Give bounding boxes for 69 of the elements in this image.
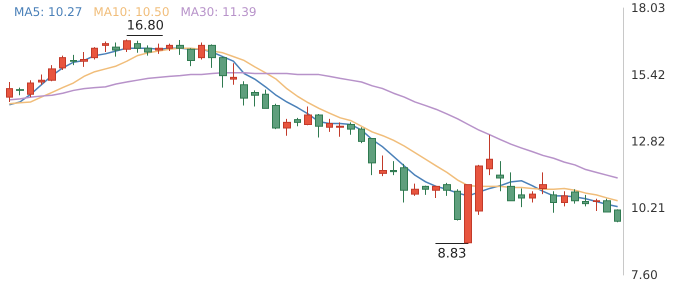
line-series xyxy=(8,72,618,179)
candlestick xyxy=(347,122,355,136)
candlestick xyxy=(529,190,536,204)
candlestick xyxy=(219,56,227,88)
y-tick-label: 18.03 xyxy=(631,1,666,15)
candlestick xyxy=(379,154,387,177)
y-tick-label: 12.82 xyxy=(631,134,666,148)
candlestick xyxy=(272,103,280,130)
candlestick xyxy=(166,43,173,52)
candlestick xyxy=(475,164,483,216)
candlestick xyxy=(358,126,365,144)
candlestick xyxy=(561,190,568,207)
candlestick xyxy=(230,62,237,86)
candlestick xyxy=(454,188,461,221)
candlestick xyxy=(27,80,34,98)
candlestick xyxy=(144,44,152,56)
candlestick xyxy=(262,89,269,109)
text: MA10: 10.50 xyxy=(93,5,170,19)
candlestick xyxy=(315,113,323,138)
annotation: 8.83 xyxy=(437,246,466,262)
candlestick xyxy=(208,44,216,68)
candlestick xyxy=(582,194,589,207)
y-tick-label: 10.21 xyxy=(631,201,666,216)
candlestick xyxy=(187,48,195,67)
text: MA5: 10.27 xyxy=(14,5,82,19)
candlestick xyxy=(134,40,141,54)
candlestick xyxy=(283,118,291,136)
candlestick xyxy=(326,118,333,132)
candlestick xyxy=(123,38,131,53)
candlestick xyxy=(593,198,600,212)
candlestick xyxy=(422,185,429,196)
candlestick xyxy=(294,117,301,127)
candlestick xyxy=(59,55,66,70)
candlestick xyxy=(91,46,98,60)
candlestick xyxy=(496,160,504,192)
candlestick xyxy=(16,87,24,96)
candlestick xyxy=(390,160,397,176)
candlestick xyxy=(155,43,163,54)
candlestick xyxy=(571,188,579,204)
candlestick xyxy=(432,185,440,198)
candlestick xyxy=(48,64,56,82)
candlestick xyxy=(518,188,525,208)
candlestick xyxy=(411,183,419,196)
candlestick xyxy=(112,42,120,58)
candlestick xyxy=(176,40,184,56)
annotation: 16.80 xyxy=(126,18,164,34)
candlestick xyxy=(539,172,547,195)
text: MA30: 11.39 xyxy=(180,5,256,19)
candlestick xyxy=(102,41,109,53)
candlestick xyxy=(400,163,408,204)
candlestick xyxy=(251,90,259,108)
candlestick xyxy=(443,182,451,196)
y-tick-label: 15.42 xyxy=(631,68,666,82)
candlestick xyxy=(38,74,45,86)
candlestick xyxy=(464,184,472,244)
candlestick xyxy=(603,198,611,213)
candlestick xyxy=(486,134,493,176)
candlestick xyxy=(70,54,77,66)
candlestick xyxy=(304,106,312,126)
candlestick xyxy=(240,80,248,106)
candlestick xyxy=(80,52,88,68)
candlestick xyxy=(6,81,13,102)
y-tick-label: 7.60 xyxy=(631,268,658,282)
candlestick xyxy=(336,122,344,138)
candlestick xyxy=(198,42,205,60)
candlestick xyxy=(368,138,376,176)
candlestick xyxy=(507,172,515,202)
candlestick xyxy=(614,208,621,223)
candlestick xyxy=(550,190,557,214)
